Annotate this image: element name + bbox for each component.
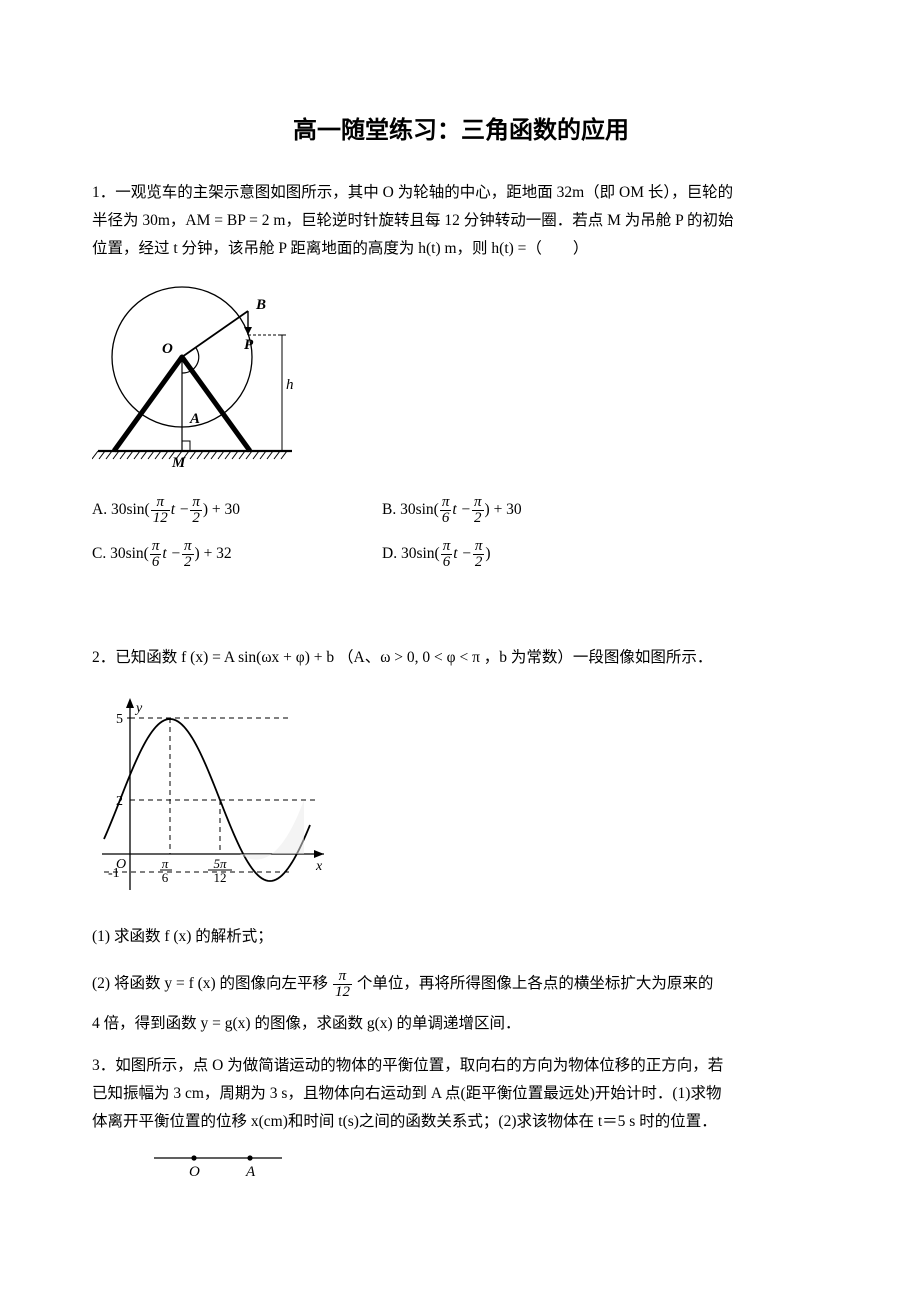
- svg-text:2: 2: [116, 794, 123, 809]
- q2-part3: 4 倍，得到函数 y = g(x) 的图像，求函数 g(x) 的单调递增区间．: [92, 1010, 830, 1038]
- svg-text:y: y: [134, 701, 143, 716]
- svg-text:M: M: [171, 455, 186, 469]
- svg-text:A: A: [245, 1164, 256, 1180]
- svg-text:A: A: [189, 411, 200, 427]
- q1-option-a: A. 30sin( π12 t − π2 ) + 30: [92, 488, 382, 532]
- svg-text:x: x: [315, 859, 323, 874]
- svg-text:B: B: [255, 297, 266, 313]
- svg-text:5π: 5π: [213, 856, 227, 871]
- svg-text:π: π: [162, 856, 169, 871]
- q1-line1: 1．一观览车的主架示意图如图所示，其中 O 为轮轴的中心，距地面 32m（即 O…: [92, 179, 830, 207]
- q2-figure: yxO52-1π65π12: [92, 694, 830, 909]
- svg-text:h: h: [286, 377, 294, 393]
- q3-line3: 体离开平衡位置的位移 x(cm)和时间 t(s)之间的函数关系式；(2)求该物体…: [92, 1108, 830, 1136]
- q1-optC-prefix: C. 30sin(: [92, 532, 149, 576]
- svg-text:O: O: [189, 1164, 200, 1180]
- q1-line3: 位置，经过 t 分钟，该吊舱 P 距离地面的高度为 h(t) m，则 h(t) …: [92, 235, 830, 263]
- svg-text:12: 12: [214, 870, 227, 885]
- q2-part1: (1) 求函数 f (x) 的解析式；: [92, 923, 830, 951]
- q3-line1: 3．如图所示，点 O 为做简谐运动的物体的平衡位置，取向右的方向为物体位移的正方…: [92, 1052, 830, 1080]
- q1-options: A. 30sin( π12 t − π2 ) + 30 B. 30sin( π6…: [92, 488, 830, 576]
- page-title: 高一随堂练习：三角函数的应用: [92, 110, 830, 145]
- q3-figure: OA: [148, 1150, 830, 1185]
- q1-optD-prefix: D. 30sin(: [382, 532, 440, 576]
- q1-line2: 半径为 30m，AM = BP = 2 m，巨轮逆时针旋转且每 12 分钟转动一…: [92, 207, 830, 235]
- q3-line2: 已知振幅为 3 cm，周期为 3 s，且物体向右运动到 A 点(距平衡位置最远处…: [92, 1080, 830, 1108]
- svg-text:-1: -1: [108, 866, 120, 881]
- q1-figure: O B P A Mh: [92, 279, 830, 474]
- svg-text:P: P: [244, 337, 254, 353]
- svg-text:5: 5: [116, 712, 123, 727]
- q1-option-c: C. 30sin( π6 t − π2 ) + 32: [92, 532, 382, 576]
- q1-optB-prefix: B. 30sin(: [382, 488, 439, 532]
- q2-body: 2．已知函数 f (x) = A sin(ωx + φ) + b （A、ω > …: [92, 644, 830, 672]
- q1-optA-prefix: A. 30sin(: [92, 488, 150, 532]
- q1-option-b: B. 30sin( π6 t − π2 ) + 30: [382, 488, 672, 532]
- svg-text:O: O: [162, 341, 173, 357]
- q2-part2: (2) 将函数 y = f (x) 的图像向左平移 π12 个单位，再将所得图像…: [92, 969, 830, 1000]
- q1-option-d: D. 30sin( π6 t − π2 ): [382, 532, 672, 576]
- svg-text:6: 6: [162, 870, 169, 885]
